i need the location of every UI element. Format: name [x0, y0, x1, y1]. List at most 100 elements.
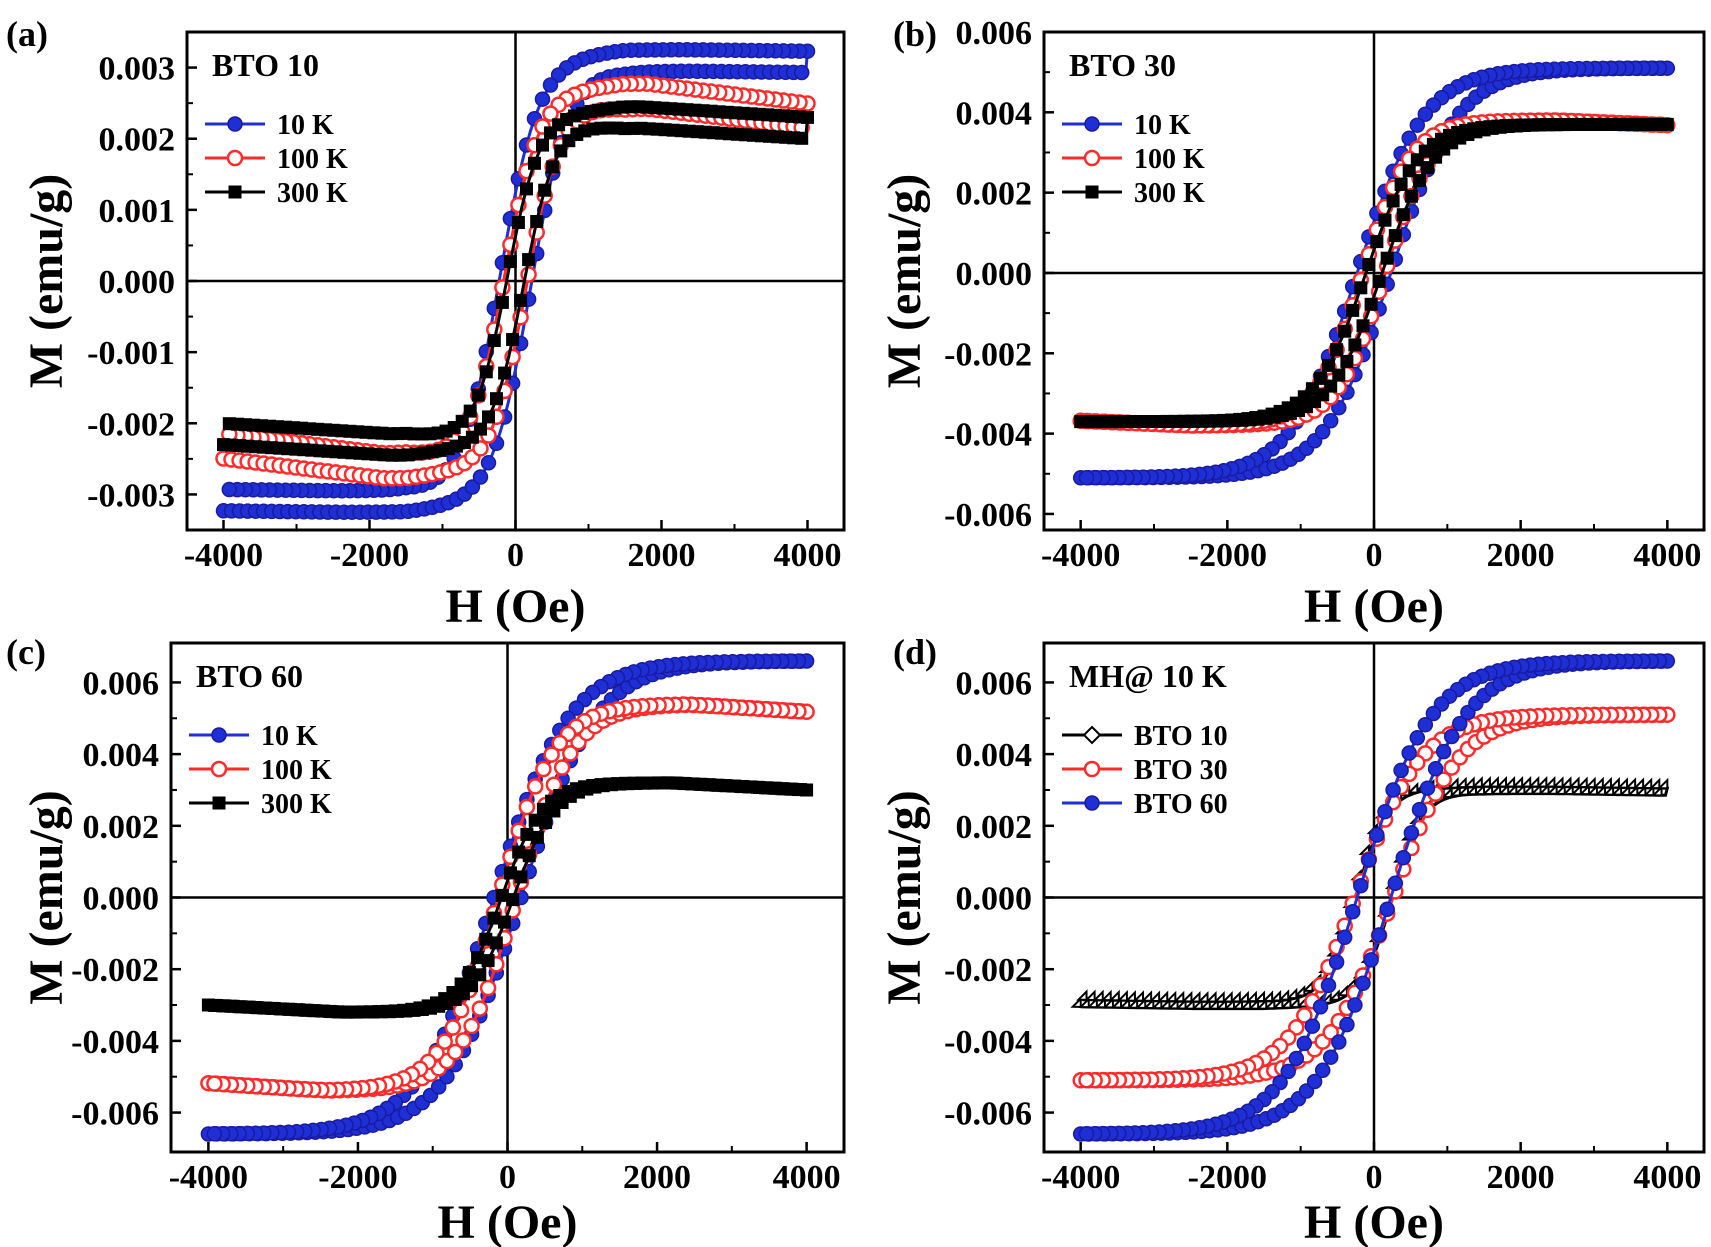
legend-marker — [1083, 149, 1101, 167]
data-point — [520, 182, 533, 196]
x-axis-title: H (Oe) — [438, 1196, 578, 1247]
y-tick-label: 0.003 — [99, 51, 176, 88]
data-point — [542, 77, 559, 93]
data-point — [1527, 776, 1540, 788]
panel-letter: (a) — [6, 14, 48, 54]
data-point — [1124, 990, 1136, 1002]
y-tick-label: -0.006 — [71, 1096, 159, 1133]
data-point — [522, 849, 536, 863]
data-point — [1511, 776, 1524, 788]
data-point — [464, 479, 481, 495]
data-point — [1379, 901, 1395, 918]
data-point — [1640, 777, 1653, 789]
data-point — [1395, 849, 1412, 866]
data-point — [1651, 784, 1663, 797]
chart-panel-b: -4000 -2000 0 2000 4000 -0.006 -0.004 -0.002 0.0… — [878, 14, 1706, 633]
data-point — [472, 440, 489, 457]
data-point — [489, 936, 503, 950]
data-point — [546, 160, 560, 174]
data-point — [1396, 208, 1410, 222]
data-point — [1471, 776, 1483, 788]
data-point — [1363, 952, 1379, 968]
chart-panel-a: -4000 -2000 0 2000 4000 -0.003 -0.002 -0.001 0.0… — [6, 14, 846, 633]
data-point — [1608, 777, 1620, 789]
data-point — [436, 1033, 453, 1050]
data-point — [495, 888, 509, 902]
data-point — [221, 481, 238, 498]
data-point — [1600, 776, 1612, 789]
series-300-k — [1074, 117, 1674, 429]
data-point — [1322, 358, 1335, 372]
x-tick-label: 2000 — [623, 1159, 691, 1196]
data-point — [1479, 776, 1491, 788]
panel-title: BTO 10 — [212, 47, 319, 83]
data-point — [520, 827, 534, 841]
data-point — [1116, 990, 1128, 1002]
data-point — [1519, 776, 1532, 788]
data-point — [1164, 990, 1177, 1003]
y-tick-label: -0.002 — [87, 406, 175, 443]
data-point — [1369, 827, 1385, 843]
x-tick-label: -4000 — [169, 1159, 248, 1196]
data-point — [534, 91, 551, 107]
data-point — [504, 866, 517, 880]
y-axis-title: M (emu/g) — [878, 174, 931, 389]
data-point — [1386, 194, 1400, 208]
data-point — [562, 745, 579, 762]
data-point — [1417, 106, 1434, 122]
data-point — [1495, 776, 1508, 788]
data-point — [1361, 852, 1377, 868]
y-tick-label: 0.002 — [956, 809, 1033, 846]
x-tick-label: 4000 — [1633, 1159, 1701, 1196]
x-axis-title: H (Oe) — [1304, 580, 1444, 633]
x-tick-label: 0 — [1366, 1159, 1383, 1196]
data-point — [1385, 782, 1401, 798]
data-point — [1314, 371, 1327, 385]
legend-label: 100 K — [261, 755, 332, 786]
x-tick-label: -4000 — [1041, 537, 1120, 574]
data-point — [1213, 991, 1225, 1003]
data-point — [551, 734, 569, 752]
data-point — [1304, 1018, 1321, 1034]
data-point — [528, 813, 542, 827]
data-point — [535, 760, 552, 778]
data-point — [1584, 776, 1596, 789]
data-point — [1388, 229, 1402, 243]
panel-letter: (b) — [893, 14, 937, 54]
data-point — [530, 215, 544, 228]
data-point — [1328, 989, 1340, 1001]
data-point — [543, 746, 560, 763]
data-point — [479, 932, 493, 946]
y-tick-label: 0.002 — [83, 809, 160, 846]
data-point — [480, 455, 497, 471]
data-point — [528, 156, 541, 170]
data-point — [1205, 991, 1217, 1003]
data-point — [536, 802, 550, 816]
legend-label: 300 K — [277, 178, 348, 209]
data-point — [1331, 399, 1347, 416]
data-point — [1370, 235, 1384, 249]
data-point — [1253, 990, 1266, 1002]
data-point — [1568, 776, 1580, 788]
data-point — [1648, 777, 1661, 790]
data-point — [1339, 1016, 1355, 1033]
x-axis-title: H (Oe) — [1304, 1196, 1444, 1247]
data-point — [1221, 991, 1233, 1003]
data-point — [511, 216, 525, 229]
data-point — [207, 998, 221, 1012]
y-tick-label: 0.006 — [956, 665, 1033, 702]
data-point — [1435, 771, 1452, 788]
data-point — [1380, 251, 1394, 265]
data-point — [1419, 780, 1436, 796]
data-point — [1455, 776, 1467, 789]
data-point — [482, 410, 495, 424]
data-point — [463, 404, 477, 418]
data-point — [1312, 999, 1329, 1015]
x-tick-label: 0 — [507, 537, 524, 574]
data-point — [1452, 715, 1468, 732]
legend-label: 10 K — [277, 110, 334, 141]
data-point — [1324, 379, 1338, 393]
data-point — [1245, 990, 1257, 1003]
x-tick-label: 2000 — [1487, 537, 1555, 574]
